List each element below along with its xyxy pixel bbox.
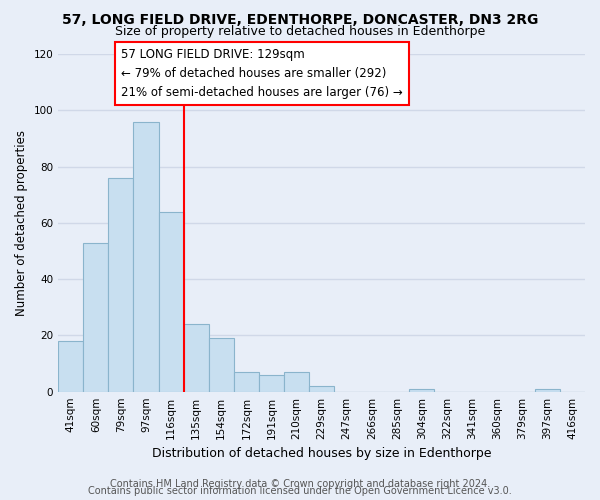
Text: Contains public sector information licensed under the Open Government Licence v3: Contains public sector information licen… — [88, 486, 512, 496]
X-axis label: Distribution of detached houses by size in Edenthorpe: Distribution of detached houses by size … — [152, 447, 491, 460]
Bar — [58, 341, 83, 392]
Y-axis label: Number of detached properties: Number of detached properties — [15, 130, 28, 316]
Bar — [133, 122, 158, 392]
Bar — [284, 372, 309, 392]
Bar — [535, 389, 560, 392]
Text: Contains HM Land Registry data © Crown copyright and database right 2024.: Contains HM Land Registry data © Crown c… — [110, 479, 490, 489]
Text: Size of property relative to detached houses in Edenthorpe: Size of property relative to detached ho… — [115, 25, 485, 38]
Bar — [234, 372, 259, 392]
Bar — [109, 178, 133, 392]
Bar — [259, 375, 284, 392]
Bar — [409, 389, 434, 392]
Bar — [209, 338, 234, 392]
Bar — [309, 386, 334, 392]
Bar — [184, 324, 209, 392]
Text: 57 LONG FIELD DRIVE: 129sqm
← 79% of detached houses are smaller (292)
21% of se: 57 LONG FIELD DRIVE: 129sqm ← 79% of det… — [121, 48, 403, 99]
Bar — [83, 242, 109, 392]
Text: 57, LONG FIELD DRIVE, EDENTHORPE, DONCASTER, DN3 2RG: 57, LONG FIELD DRIVE, EDENTHORPE, DONCAS… — [62, 12, 538, 26]
Bar — [158, 212, 184, 392]
